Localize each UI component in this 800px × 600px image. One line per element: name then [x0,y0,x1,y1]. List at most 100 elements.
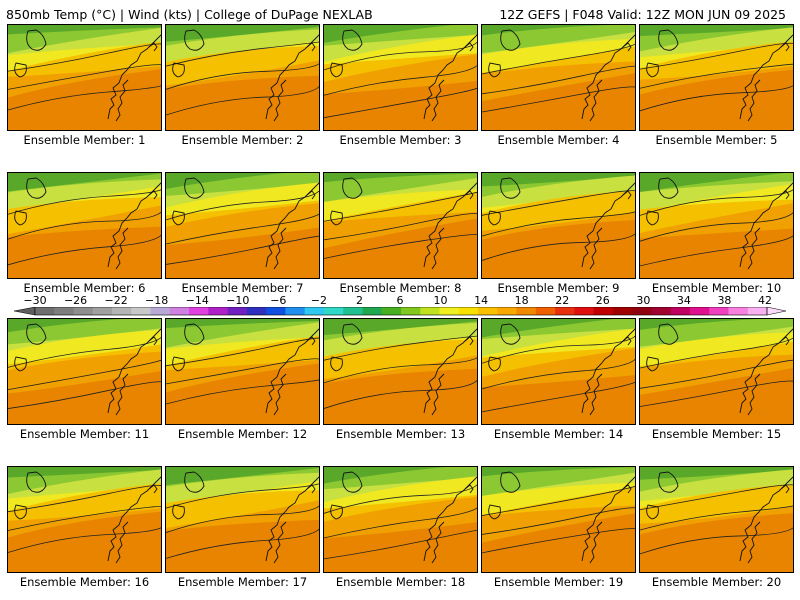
temperature-band [8,69,161,130]
ensemble-map-panel [7,466,162,573]
ensemble-member-label: Ensemble Member: 3 [339,133,462,147]
temperature-band [640,368,793,424]
cape-outline [148,484,158,494]
colorbar-right-arrow [766,307,787,316]
colorbar-tick-label: −2 [310,294,327,307]
temperature-field-map [8,319,161,424]
height-contour [482,507,635,535]
colorbar-swatch [747,307,768,315]
height-contour [8,381,161,409]
height-contour [640,212,793,242]
temperature-field-map [482,319,635,424]
ensemble-member-label: Ensemble Member: 6 [23,281,146,295]
colorbar-swatch [439,307,460,315]
lake-outline [172,62,185,78]
bay-outline [589,521,603,564]
ensemble-map-panel [7,172,162,279]
lake-outline [658,471,679,493]
colorbar-left-arrow [13,307,36,316]
lake-outline [14,504,27,520]
colorbar-swatch [728,307,749,315]
ensemble-member-label: Ensemble Member: 17 [177,575,308,589]
height-contour [640,337,793,369]
colorbar-tick-label: 42 [758,294,772,307]
height-contour [324,357,477,384]
height-contour [640,505,793,531]
ensemble-member-label: Ensemble Member: 5 [655,133,778,147]
lake-outline [14,356,27,372]
temperature-field-map [482,25,635,130]
colorbar-tick-label: 14 [474,294,489,307]
bay-outline [589,79,603,122]
temperature-band [324,368,477,424]
colorbar-swatch [381,307,402,315]
colorbar-tick-label: 26 [595,294,610,307]
temperature-field-map [640,319,793,424]
ensemble-member-label: Ensemble Member: 20 [651,575,782,589]
height-contour [324,213,477,241]
height-contour [482,65,635,95]
ensemble-member-label: Ensemble Member: 10 [651,281,782,295]
colorbar-tick-label: 22 [555,294,570,307]
temperature-field-map [324,25,477,130]
temperature-band [166,75,319,130]
bay-outline [273,521,287,564]
ensemble-map-panel [639,466,794,573]
height-contour [166,190,319,221]
height-contour [8,359,161,391]
ensemble-member-label: Ensemble Member: 16 [19,575,150,589]
temperature-band [166,519,319,572]
bay-outline [431,227,445,270]
temperature-band [482,513,635,572]
lake-outline [14,62,27,78]
colorbar-swatch [574,307,595,315]
height-contour [482,335,635,364]
height-contour [324,41,477,71]
height-contour [324,65,477,96]
temperature-field-map [640,25,793,130]
height-contour [324,379,477,409]
height-contour [324,87,477,119]
height-contour [482,43,635,75]
lake-outline [330,62,343,78]
bay-outline [431,521,445,564]
colorbar-swatch [35,307,55,315]
colorbar-swatch [189,307,209,315]
temperature-band [640,228,793,278]
temperature-field-map [166,467,319,572]
height-contour [324,529,477,560]
lake-outline [330,356,343,372]
height-contour [324,484,477,514]
lake-outline [488,62,501,78]
colorbar-swatch [266,307,286,315]
lake-outline [342,323,363,345]
colorbar-tick-label: −26 [63,294,88,307]
colorbar-swatch [112,307,132,315]
colorbar-swatch [227,307,248,315]
bay-outline [747,79,761,122]
lake-outline [330,210,343,226]
colorbar-swatch [92,307,113,315]
cape-outline [780,190,790,200]
colorbar-swatch [73,307,94,315]
colorbar-swatch [150,307,171,315]
height-contour [482,485,635,516]
ensemble-map-panel [323,24,478,131]
lake-outline [500,471,521,493]
colorbar-swatch [246,307,267,315]
temperature-field-map [482,173,635,278]
colorbar-swatch [651,307,672,315]
ensemble-member-label: Ensemble Member: 18 [335,575,466,589]
height-contour [166,63,319,90]
height-contour [166,379,319,405]
temperature-field-map [482,467,635,572]
lake-outline [172,356,185,372]
colorbar-swatch [593,307,614,315]
height-contour [8,337,161,368]
colorbar-tick-label: 38 [717,294,732,307]
cape-outline [306,484,316,494]
ensemble-member-label: Ensemble Member: 13 [335,427,466,441]
ensemble-member-label: Ensemble Member: 1 [23,133,146,147]
colorbar-swatch [131,307,152,315]
colorbar-strip [13,307,787,316]
